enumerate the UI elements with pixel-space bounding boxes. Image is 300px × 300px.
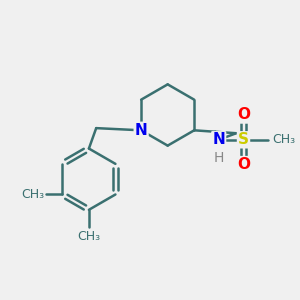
Text: N: N bbox=[135, 123, 148, 138]
Text: S: S bbox=[238, 132, 249, 147]
Text: O: O bbox=[237, 107, 250, 122]
Text: N: N bbox=[212, 132, 225, 147]
Text: CH₃: CH₃ bbox=[272, 133, 295, 146]
Text: CH₃: CH₃ bbox=[77, 230, 101, 243]
Text: CH₃: CH₃ bbox=[21, 188, 44, 201]
Text: O: O bbox=[237, 157, 250, 172]
Text: H: H bbox=[214, 151, 224, 165]
